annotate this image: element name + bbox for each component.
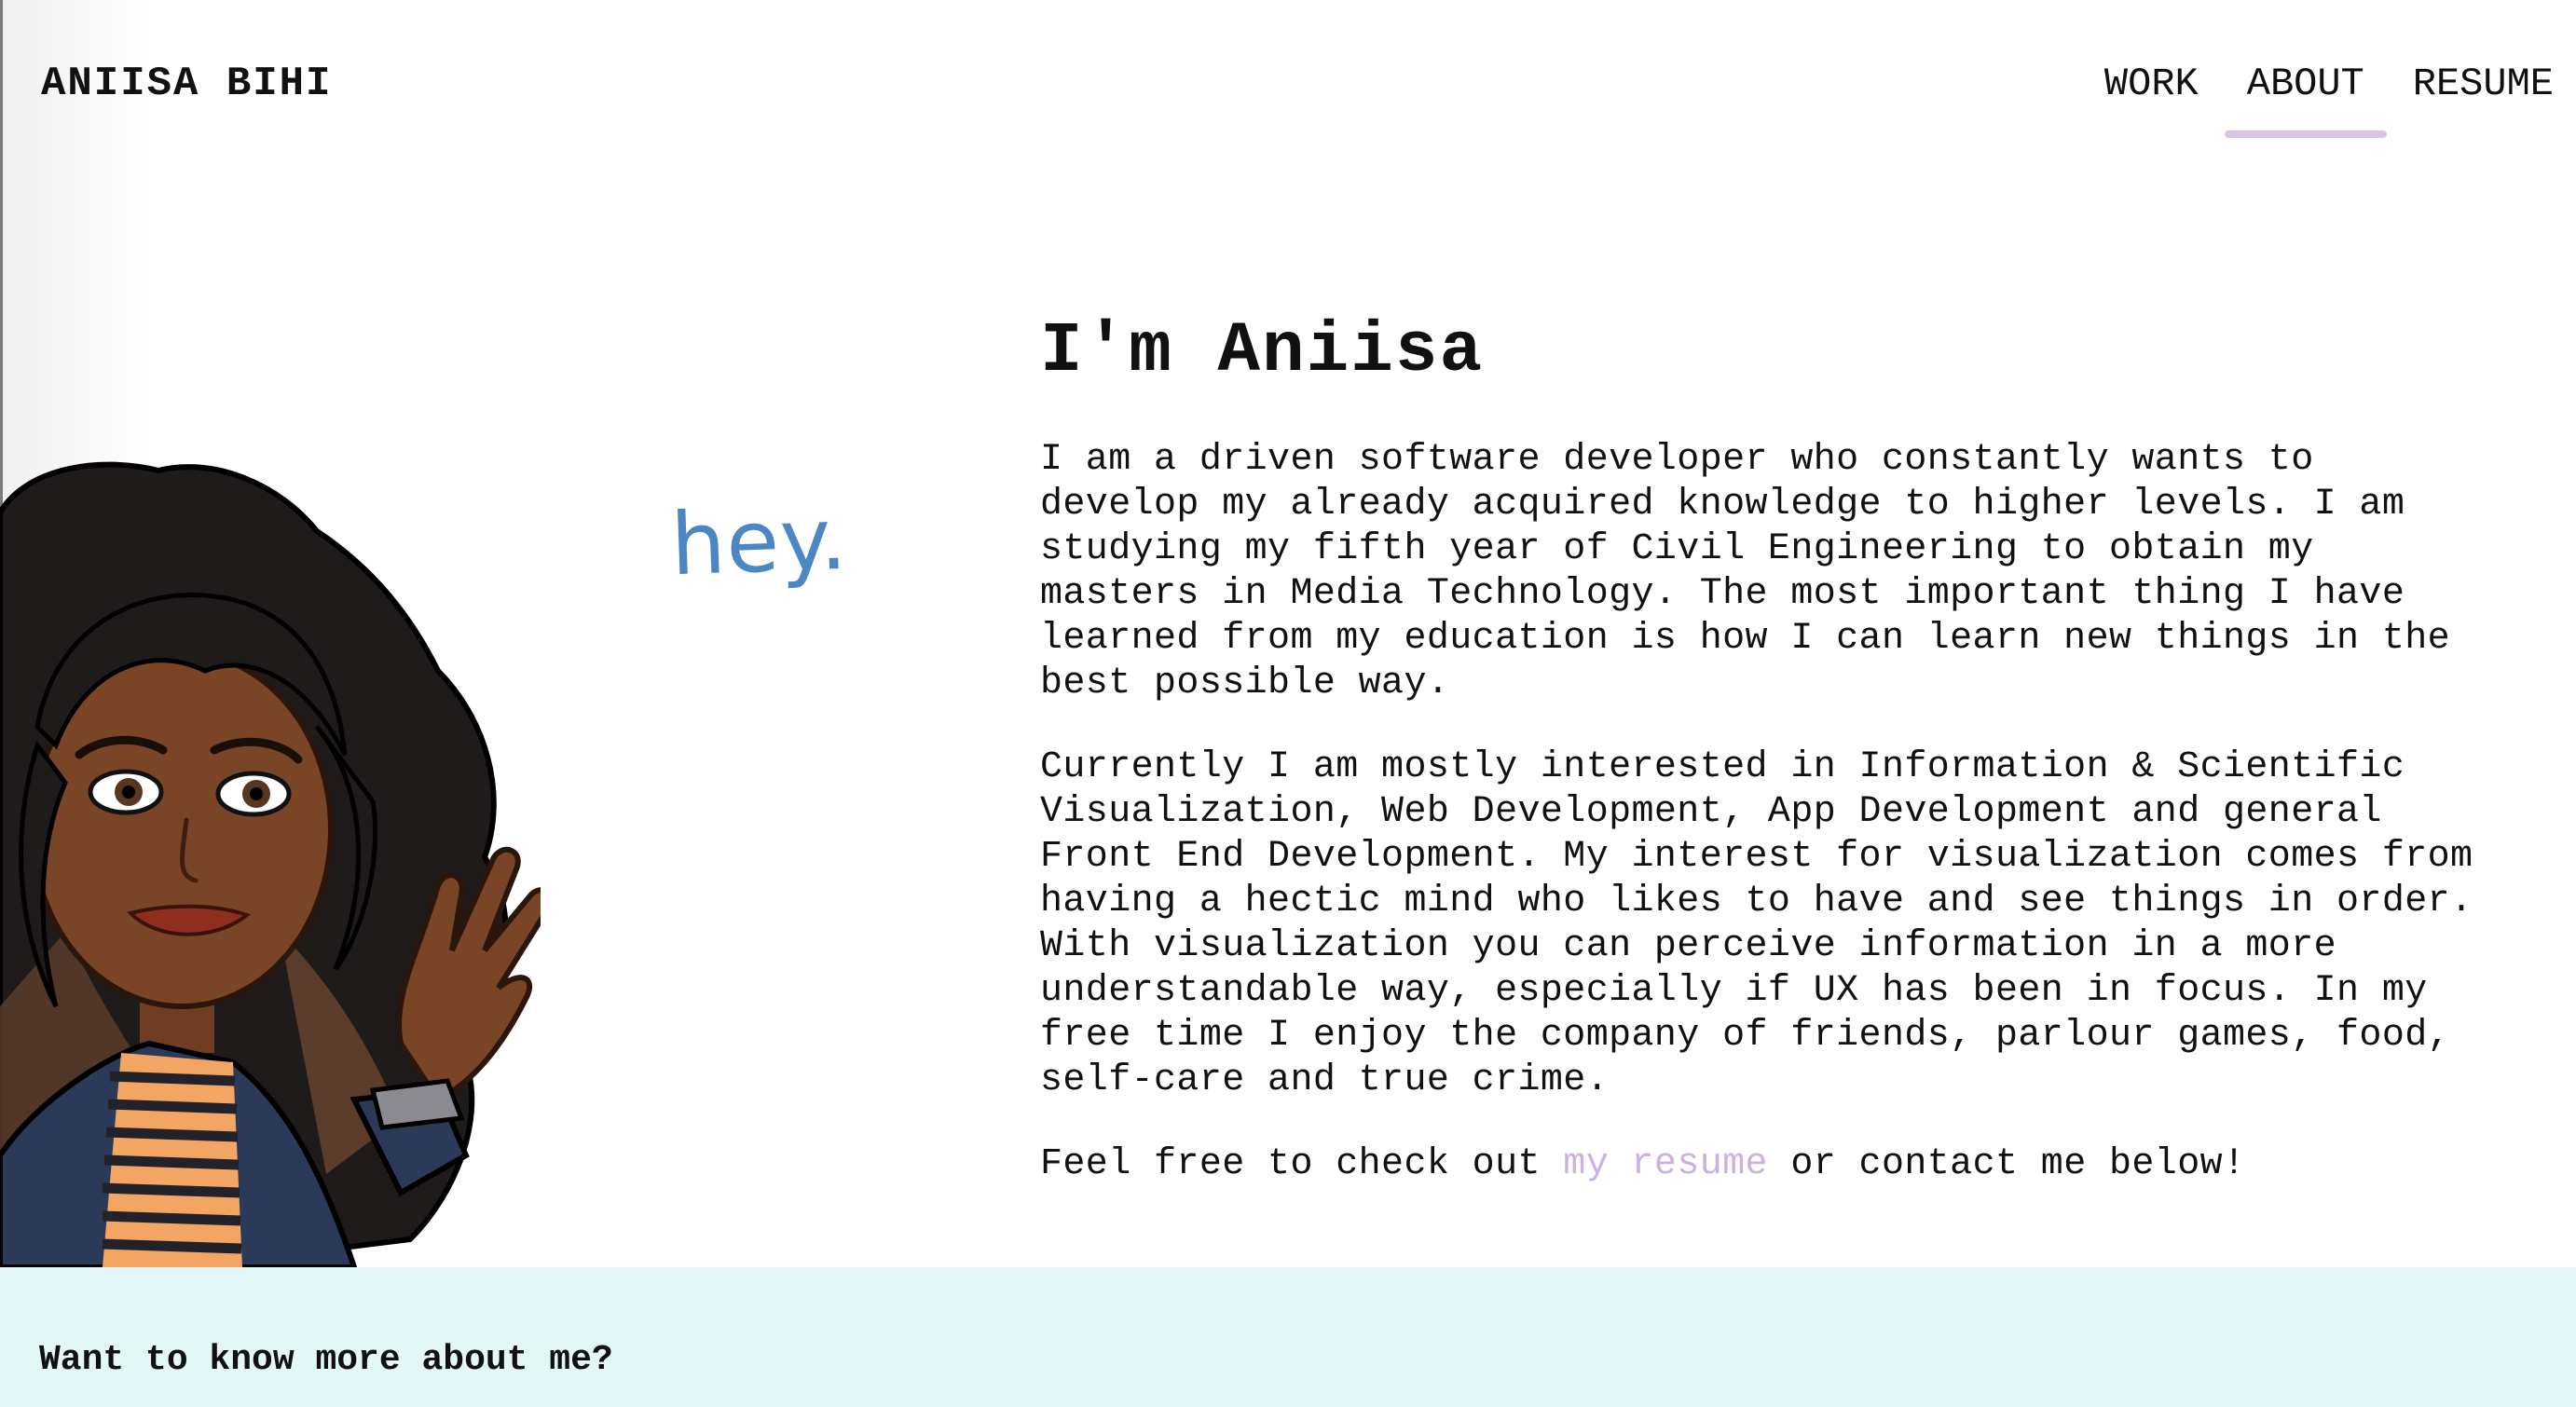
hey-greeting: hey. [669,488,850,595]
about-content: I'm Aniisa I am a driven software develo… [1040,307,2559,1187]
main-nav: WORK ABOUT RESUME [2103,58,2555,138]
footer-title: Want to know more about me? [39,1340,613,1380]
resume-link[interactable]: my resume [1563,1143,1768,1185]
site-header: ANIISA BIHI WORK ABOUT RESUME [0,0,2576,149]
resume-cta-before: Feel free to check out [1040,1143,1564,1185]
contact-footer: Want to know more about me? [0,1267,2576,1407]
nav-about[interactable]: ABOUT [2224,58,2387,138]
site-brand[interactable]: ANIISA BIHI [41,61,333,107]
about-paragraph-2: Currently I am mostly interested in Info… [1040,746,2473,1101]
resume-cta: Feel free to check out my resume or cont… [1040,1142,2559,1187]
bitmoji-avatar-icon [0,461,555,1270]
page-title: I'm Aniisa [1040,311,1485,391]
resume-cta-after: or contact me below! [1767,1143,2246,1185]
nav-work[interactable]: WORK [2103,61,2199,106]
nav-resume[interactable]: RESUME [2412,61,2554,106]
about-paragraph-1: I am a driven software developer who con… [1040,439,2451,704]
avatar-illustration [0,447,555,1270]
